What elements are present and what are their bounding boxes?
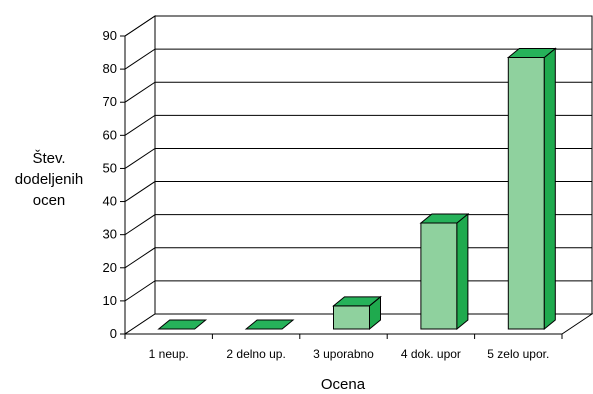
x-category-label: 3 uporabno <box>313 347 374 361</box>
y-tick-label: 20 <box>103 260 117 275</box>
y-axis-ticks: 0 10 20 30 40 50 60 70 80 90 <box>103 28 125 341</box>
bar-front <box>420 222 458 330</box>
gridline <box>124 114 592 136</box>
y-axis-label: Štev. dodeljenih ocen <box>15 150 83 209</box>
y-tick-label: 60 <box>103 127 117 142</box>
bar <box>157 319 208 330</box>
y-axis-label-line: dodeljenih <box>15 171 83 188</box>
y-tick-label: 50 <box>103 160 117 175</box>
y-tick-label: 80 <box>103 61 117 76</box>
gridline <box>124 181 592 202</box>
gridline <box>124 48 592 70</box>
bar-top <box>332 296 382 307</box>
y-tick-label: 90 <box>103 28 117 43</box>
x-category-label: 1 neup. <box>149 347 189 361</box>
x-category-label: 2 delno up. <box>226 347 285 361</box>
bar-top <box>157 319 208 330</box>
y-axis-label-line: Štev. <box>32 150 65 167</box>
bar-side <box>543 47 556 331</box>
bar <box>506 47 557 331</box>
side-wall <box>124 15 156 335</box>
bar-top <box>419 213 470 224</box>
bar-front <box>507 56 545 330</box>
bar-front <box>333 305 370 330</box>
bars <box>157 47 557 331</box>
y-tick-label: 0 <box>110 326 117 341</box>
bar-side <box>456 212 469 331</box>
x-axis-label: Ocena <box>321 376 366 393</box>
bar-top <box>506 47 557 58</box>
y-tick-label: 10 <box>103 293 117 308</box>
x-category-label: 4 dok. upor <box>401 347 461 361</box>
y-tick-label: 40 <box>103 194 117 209</box>
y-axis-label-line: ocen <box>33 192 66 209</box>
y-tick-label: 70 <box>103 94 117 109</box>
x-category-label: 5 zelo upor. <box>487 347 549 361</box>
y-tick-label: 30 <box>103 227 117 242</box>
bar <box>244 319 295 330</box>
gridline <box>124 81 592 103</box>
gridline <box>124 147 592 169</box>
x-axis-categories: 1 neup. 2 delno up. 3 uporabno 4 dok. upor 5… <box>124 334 563 361</box>
gridline <box>124 15 592 37</box>
bar-top <box>244 319 295 330</box>
bar <box>419 212 470 331</box>
bar <box>332 295 382 331</box>
